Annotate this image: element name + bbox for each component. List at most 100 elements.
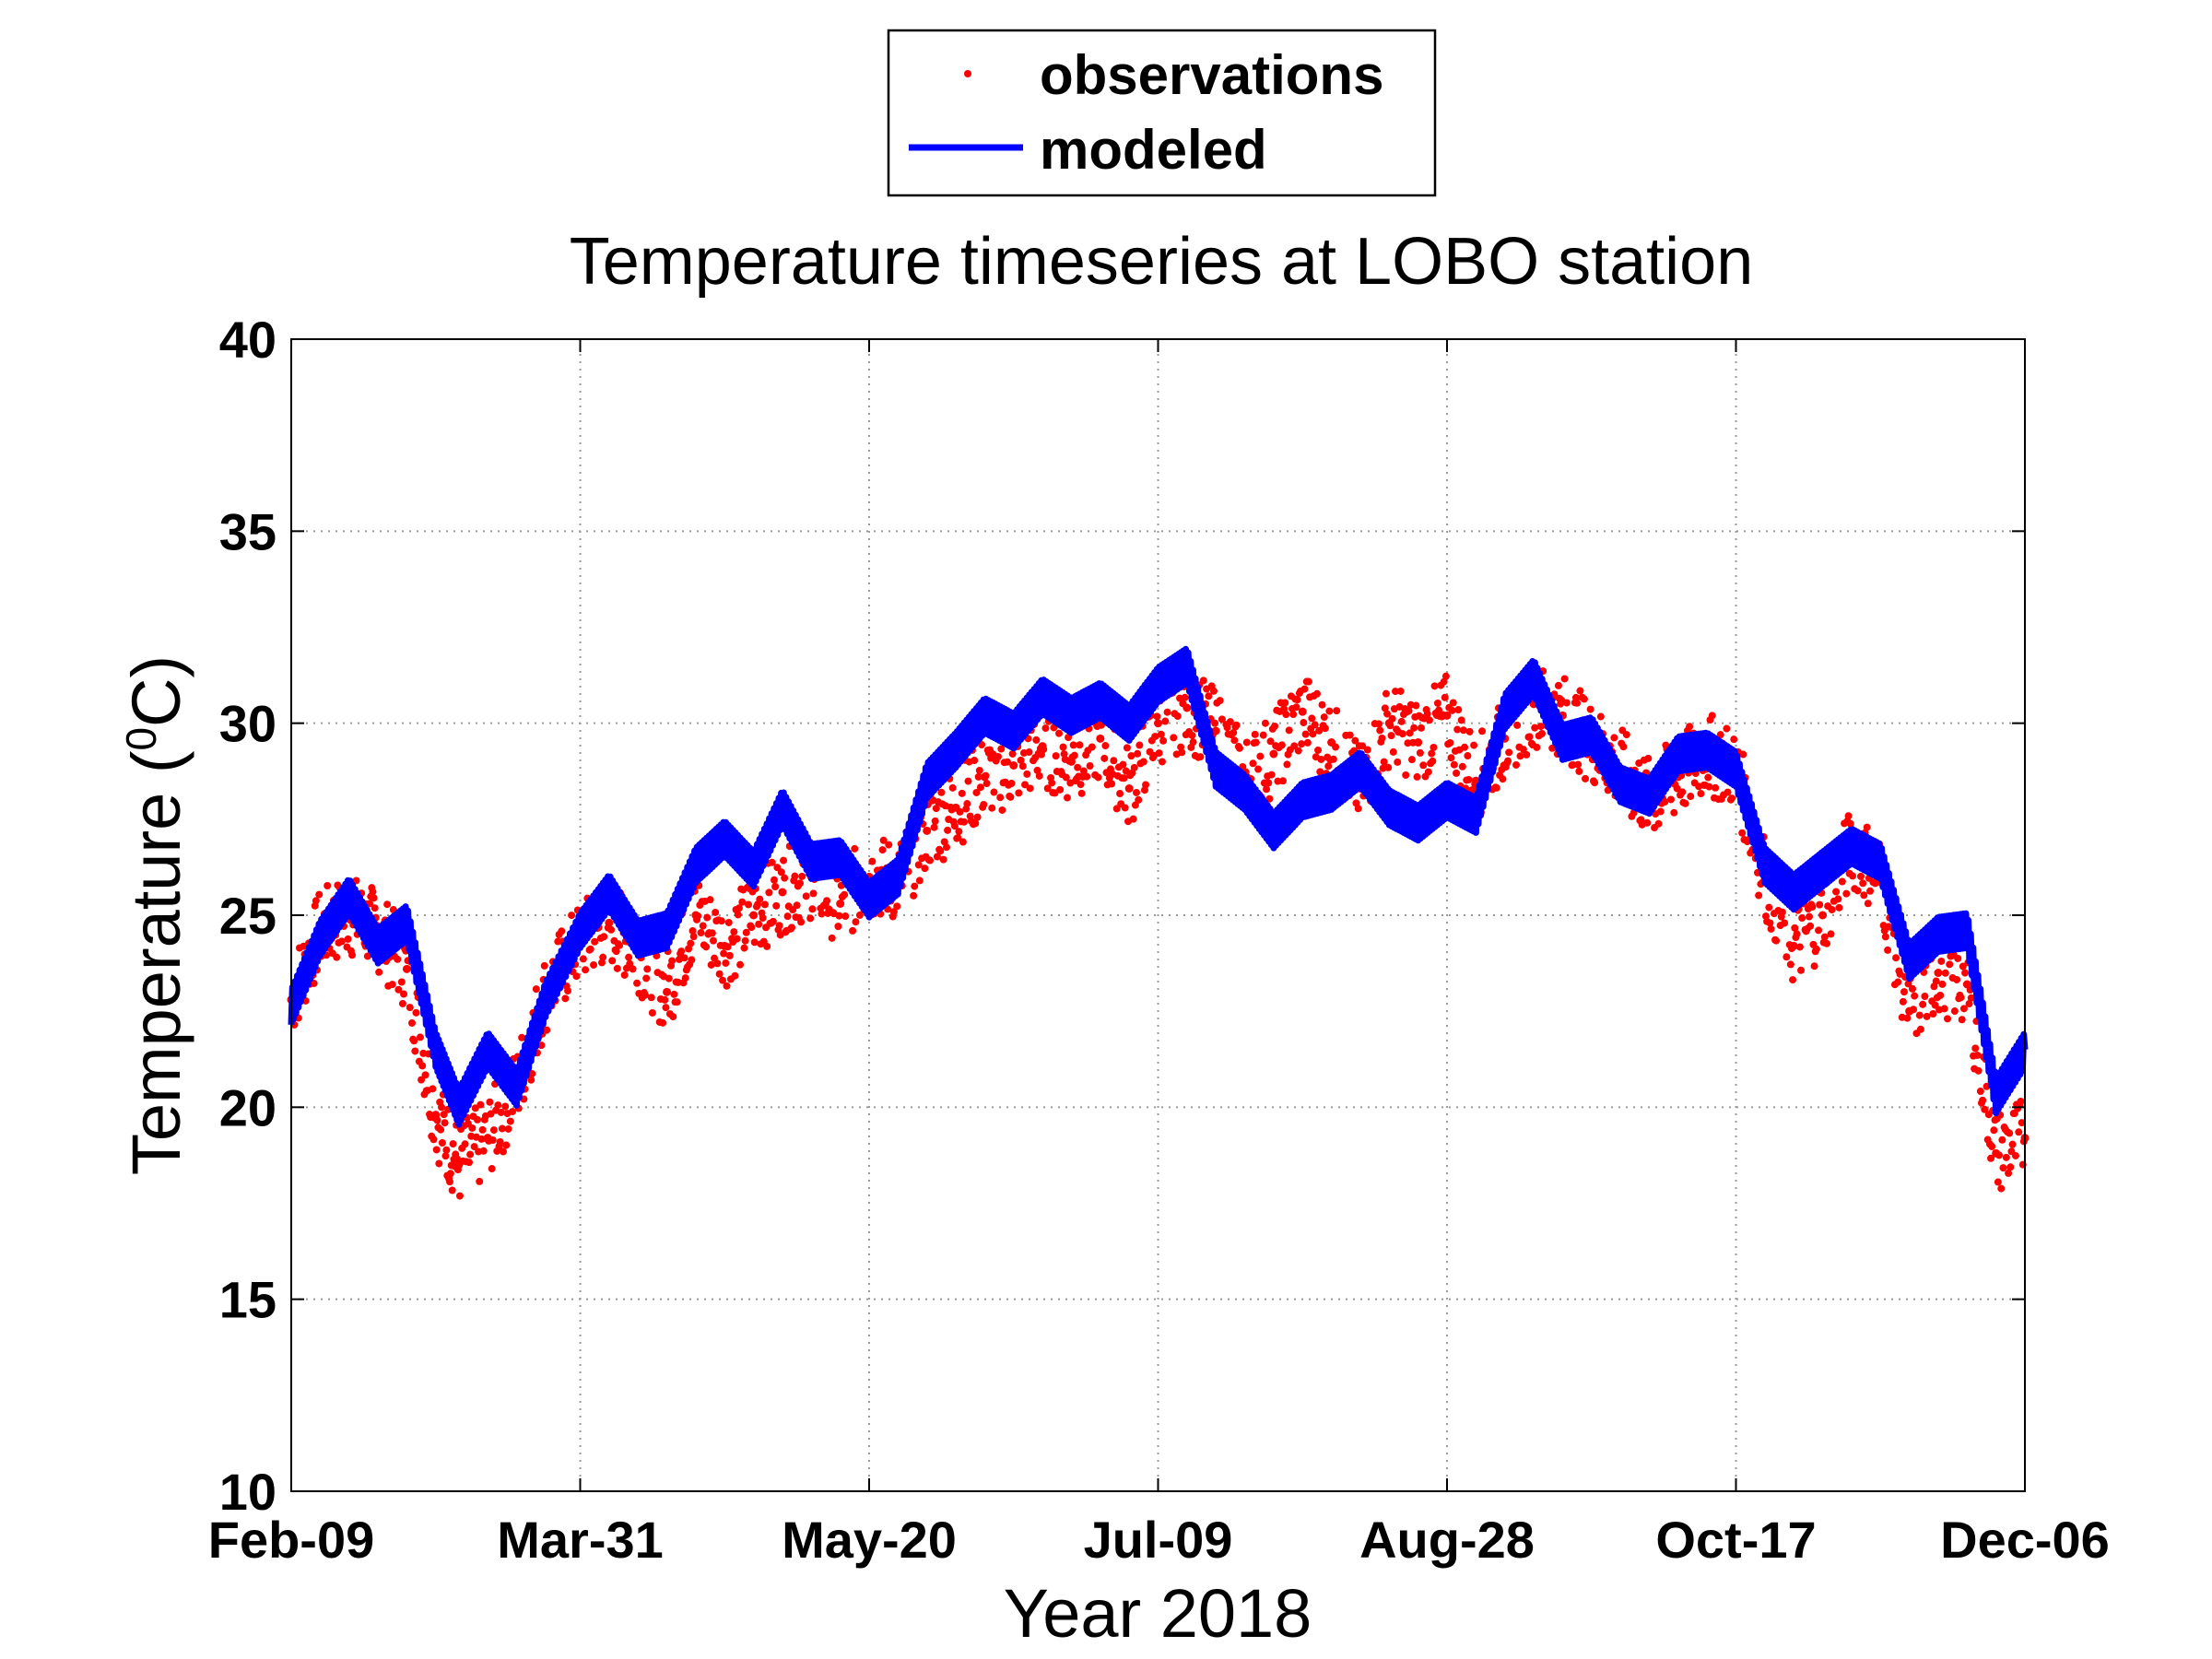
observation-point — [742, 928, 750, 936]
observation-point — [1161, 717, 1170, 725]
observation-point — [1586, 705, 1594, 713]
observation-point — [939, 855, 947, 864]
observation-point — [1958, 1016, 1966, 1024]
observation-point — [1505, 748, 1513, 757]
observation-point — [921, 865, 929, 873]
observation-point — [1083, 772, 1091, 781]
x-axis-title: Year 2018 — [1004, 1575, 1312, 1652]
observation-point — [1916, 1025, 1924, 1033]
observation-point — [1281, 699, 1289, 707]
chart-title: Temperature timeseries at LOBO station — [570, 225, 1754, 299]
observation-point — [1015, 789, 1023, 797]
observation-point — [1944, 1015, 1952, 1023]
observation-point — [719, 976, 727, 984]
observation-point — [1454, 706, 1463, 714]
x-tick-label: May-20 — [782, 1511, 957, 1569]
observation-point — [445, 1178, 453, 1186]
observation-point — [1997, 1184, 2006, 1193]
observation-point — [663, 987, 672, 996]
observation-point — [1656, 807, 1665, 816]
observation-point — [532, 985, 540, 994]
observation-point — [1123, 744, 1131, 752]
observation-point — [1457, 716, 1465, 724]
observation-point — [1354, 805, 1362, 813]
observation-point — [1644, 754, 1653, 762]
observation-point — [1536, 723, 1545, 731]
observation-point — [1130, 763, 1138, 771]
observation-point — [1040, 746, 1048, 754]
observation-point — [708, 929, 716, 937]
observation-point — [1386, 722, 1394, 730]
x-tick-label: Mar-31 — [497, 1511, 664, 1569]
observation-point — [975, 766, 983, 774]
observation-point — [756, 895, 764, 903]
observation-point — [1575, 767, 1583, 775]
observation-point — [518, 1033, 526, 1041]
observation-point — [1937, 957, 1946, 965]
observation-point — [2011, 1151, 2019, 1159]
observation-point — [712, 908, 720, 916]
observation-point — [694, 912, 702, 920]
observation-point — [1277, 741, 1286, 749]
observation-point — [733, 935, 741, 943]
observation-point — [1017, 756, 1025, 764]
observation-point — [1704, 773, 1712, 782]
observation-point — [915, 877, 924, 885]
observation-point — [1351, 736, 1359, 745]
observation-point — [1112, 805, 1121, 813]
observation-point — [818, 910, 826, 918]
observation-point — [1289, 711, 1298, 719]
observation-point — [797, 918, 806, 926]
observation-point — [1654, 819, 1663, 828]
observation-point — [933, 853, 941, 861]
observation-point — [1998, 1135, 2006, 1144]
observation-point — [407, 1018, 416, 1027]
observation-point — [740, 944, 748, 952]
observation-point — [363, 952, 371, 960]
x-tick-label: Jul-09 — [1084, 1511, 1233, 1569]
observation-point — [2018, 1119, 2026, 1127]
observation-point — [1959, 962, 1967, 971]
observation-point — [680, 954, 688, 962]
observation-point — [706, 896, 714, 904]
observation-point — [1793, 930, 1801, 938]
observation-point — [1033, 766, 1041, 774]
observation-point — [1823, 939, 1831, 947]
observation-point — [1094, 773, 1102, 782]
observation-point — [1622, 731, 1630, 739]
observation-point — [1300, 685, 1309, 693]
observation-point — [1815, 926, 1823, 935]
observation-point — [741, 936, 749, 945]
observation-point — [586, 945, 594, 953]
observation-point — [441, 1152, 450, 1160]
legend-box — [887, 29, 1437, 197]
observation-point — [496, 1137, 504, 1146]
observation-point — [1971, 1044, 1980, 1053]
observation-point — [1332, 743, 1340, 751]
observation-point — [1265, 779, 1273, 787]
observation-point — [994, 752, 1002, 760]
observation-point — [1394, 758, 1402, 766]
observation-point — [1941, 969, 1949, 977]
observation-point — [1329, 755, 1337, 763]
observation-point — [1292, 703, 1300, 712]
observation-point — [438, 1103, 446, 1112]
observation-point — [976, 783, 984, 792]
observation-point — [1447, 754, 1455, 762]
observation-point — [506, 1117, 514, 1125]
observation-point — [1504, 757, 1512, 765]
observation-point — [681, 974, 689, 982]
observation-point — [878, 846, 887, 854]
observation-point — [1423, 710, 1431, 718]
observation-point — [1856, 872, 1865, 880]
observation-point — [948, 783, 957, 792]
observation-point — [421, 1071, 429, 1079]
observation-point — [1006, 793, 1015, 801]
observation-point — [668, 957, 677, 965]
observation-point — [1179, 700, 1187, 708]
observation-point — [1580, 695, 1588, 703]
observation-point — [1271, 722, 1279, 730]
observation-point — [1424, 768, 1432, 776]
observation-point — [1043, 784, 1052, 793]
observation-point — [677, 947, 686, 956]
